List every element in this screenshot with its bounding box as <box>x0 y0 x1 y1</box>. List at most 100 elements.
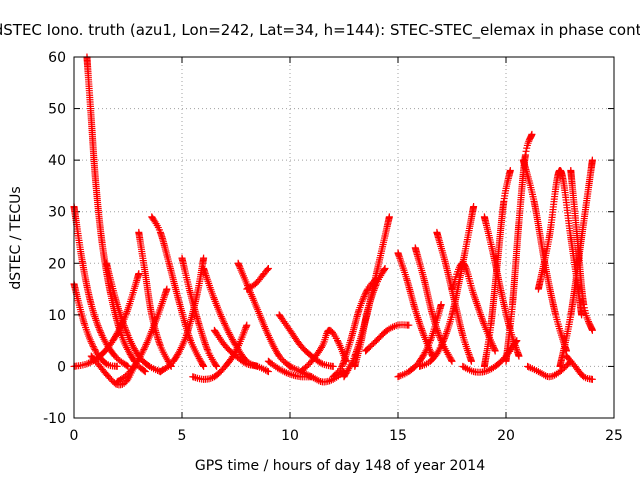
data-point <box>124 362 132 370</box>
y-tick-label: -10 <box>43 411 66 427</box>
data-point <box>461 263 469 271</box>
data-point <box>241 359 249 367</box>
data-point <box>186 335 194 343</box>
data-point <box>97 328 105 336</box>
data-point <box>163 285 171 293</box>
data-point <box>111 352 119 360</box>
data-point <box>421 349 429 357</box>
data-series-pass-35 <box>519 156 570 355</box>
y-tick-label: 20 <box>48 256 66 272</box>
data-point <box>419 328 427 336</box>
data-series-pass-39 <box>562 352 596 383</box>
data-series-pass-30 <box>448 259 499 355</box>
data-point <box>89 341 97 349</box>
data-series-pass-36 <box>524 357 575 381</box>
data-point <box>371 283 379 291</box>
data-point <box>439 338 447 346</box>
data-point <box>113 362 121 370</box>
data-point <box>264 368 272 376</box>
data-point <box>366 342 374 350</box>
data-point <box>277 354 285 362</box>
data-point <box>245 284 253 292</box>
plot-area <box>70 53 596 389</box>
data-point <box>588 375 596 383</box>
data-series-pass-23 <box>351 264 389 370</box>
x-axis: 0 5 10 15 20 25 <box>70 57 623 444</box>
data-series-pass-27 <box>411 244 456 365</box>
data-point <box>360 292 368 300</box>
x-tick-label: 5 <box>178 428 187 444</box>
data-point <box>264 264 272 272</box>
data-point <box>329 362 337 370</box>
data-point <box>121 325 129 333</box>
data-series-pass-37 <box>534 166 586 319</box>
data-point <box>361 291 369 299</box>
data-point <box>202 342 210 350</box>
data-series-pass-08 <box>135 228 175 370</box>
data-series-pass-25 <box>394 249 437 360</box>
data-point <box>219 316 227 324</box>
data-point <box>334 337 342 345</box>
data-point <box>95 323 103 331</box>
data-point <box>470 203 478 211</box>
data-point <box>303 362 311 370</box>
data-point <box>140 345 148 353</box>
y-tick-label: 40 <box>48 153 66 169</box>
data-point <box>236 264 244 272</box>
data-point <box>395 372 403 380</box>
data-point <box>489 342 497 350</box>
data-series-pass-18 <box>275 311 337 370</box>
data-series-pass-17 <box>264 357 316 381</box>
data-point <box>196 356 204 364</box>
data-point <box>418 326 426 334</box>
data-series-pass-01 <box>70 280 121 370</box>
data-point <box>95 325 103 333</box>
x-tick-label: 20 <box>497 428 515 444</box>
data-point <box>123 330 131 338</box>
data-point <box>385 213 393 221</box>
data-point <box>588 326 596 334</box>
data-point <box>528 130 536 138</box>
data-point <box>96 327 104 335</box>
data-point <box>263 328 271 336</box>
data-point <box>372 281 380 289</box>
x-tick-label: 15 <box>389 428 407 444</box>
data-point <box>491 347 499 355</box>
data-point <box>111 332 119 340</box>
data-point <box>83 360 91 368</box>
data-point <box>467 357 475 365</box>
data-series-pass-03 <box>70 203 132 370</box>
data-point <box>433 350 441 358</box>
data-point <box>120 322 128 330</box>
data-point <box>236 263 244 271</box>
data-point <box>220 320 228 328</box>
data-point <box>166 361 174 369</box>
data-point <box>140 367 148 375</box>
data-series-pass-34 <box>502 130 536 365</box>
data-point <box>213 362 221 370</box>
data-point <box>317 359 325 367</box>
x-tick-label: 0 <box>70 428 79 444</box>
x-tick-label: 10 <box>281 428 299 444</box>
data-point <box>87 338 95 346</box>
data-point <box>340 358 348 366</box>
data-point <box>243 321 251 329</box>
data-point <box>479 318 487 326</box>
data-point <box>437 301 445 309</box>
x-axis-label: GPS time / hours of day 148 of year 2014 <box>195 458 485 474</box>
data-point <box>344 366 352 374</box>
data-point <box>460 363 468 371</box>
data-point <box>334 338 342 346</box>
data-point <box>434 328 442 336</box>
data-point <box>515 352 523 360</box>
data-point <box>448 357 456 365</box>
data-point <box>359 294 367 302</box>
data-point <box>441 333 449 341</box>
data-point <box>200 254 208 262</box>
data-point <box>445 352 453 360</box>
data-series-pass-40 <box>567 166 596 334</box>
y-tick-label: 50 <box>48 102 66 118</box>
data-point <box>339 360 347 368</box>
data-point <box>334 368 342 376</box>
